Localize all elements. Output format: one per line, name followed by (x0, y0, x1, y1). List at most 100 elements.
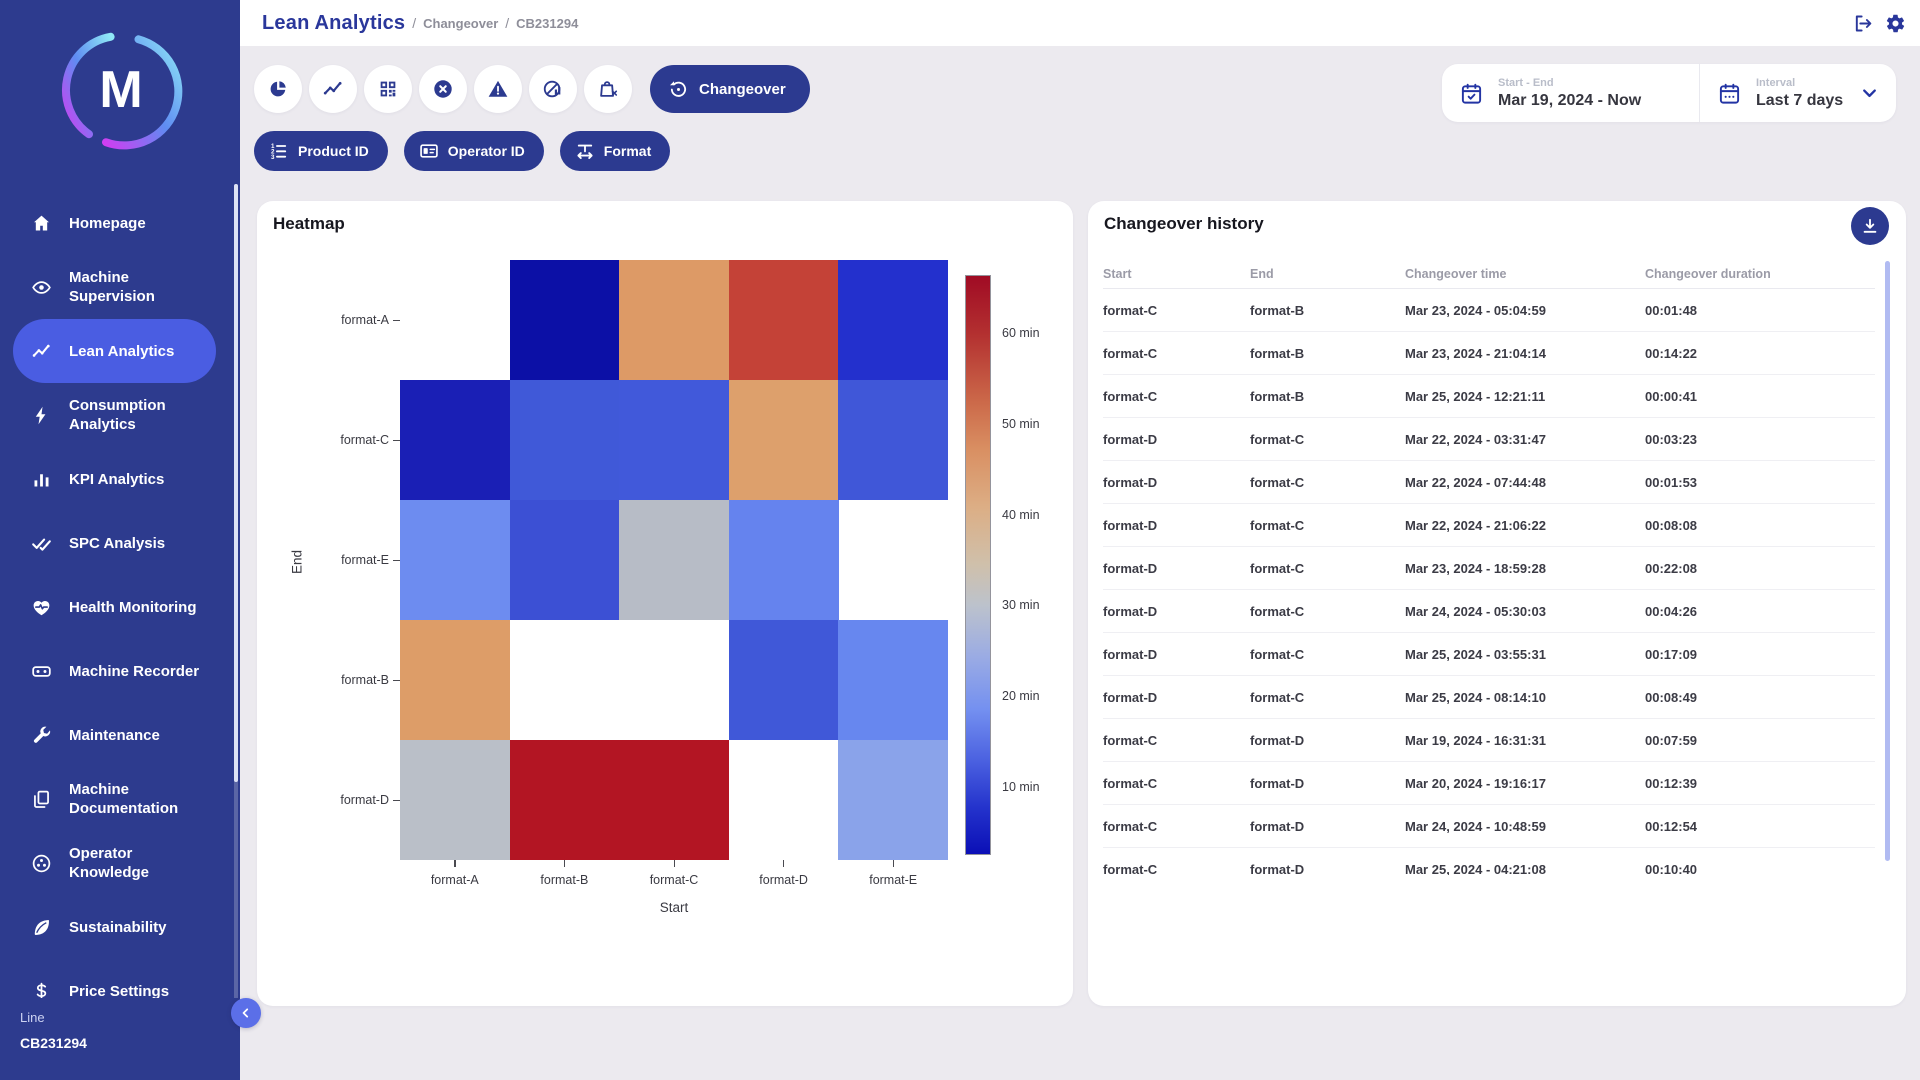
sidebar-item-kpi-analytics[interactable]: KPI Analytics (13, 447, 216, 511)
sidebar-collapse-button[interactable] (231, 998, 261, 1028)
home-icon (31, 213, 52, 234)
heatmap-cell[interactable] (728, 620, 839, 740)
table-row[interactable]: format-C format-B Mar 23, 2024 - 05:04:59 0… (1103, 289, 1875, 332)
sidebar-item-lean-analytics[interactable]: Lean Analytics (13, 319, 216, 383)
heatmap-cell[interactable] (400, 620, 511, 740)
sidebar-item-machine-supervision[interactable]: Machine Supervision (13, 255, 216, 319)
heatmap-y-tick-label: format-E (341, 553, 389, 567)
sidebar-item-machine-recorder[interactable]: Machine Recorder (13, 639, 216, 703)
heatmap-cell[interactable] (838, 620, 949, 740)
breadcrumb-separator: / (505, 15, 510, 31)
heatmap-cell[interactable] (509, 260, 620, 380)
active-view-changeover-button[interactable]: Changeover (650, 65, 810, 113)
sidebar-item-sustainability[interactable]: Sustainability (13, 895, 216, 959)
sidebar-item-label: Operator Knowledge (69, 845, 150, 881)
cell-changeover-duration: 00:07:59 (1645, 732, 1698, 748)
table-row[interactable]: format-D format-C Mar 25, 2024 - 03:55:31 0… (1103, 633, 1875, 676)
cell-changeover-duration: 00:01:48 (1645, 302, 1698, 318)
sidebar-item-price-settings[interactable]: Price Settings (13, 959, 216, 1000)
empty-orders-view-button[interactable] (584, 65, 632, 113)
sidebar-item-consumption-analytics[interactable]: Consumption Analytics (13, 383, 216, 447)
table-row[interactable]: format-D format-C Mar 22, 2024 - 03:31:47 0… (1103, 418, 1875, 461)
breadcrumb-line-id[interactable]: CB231294 (516, 15, 579, 31)
interval-select[interactable]: Interval Last 7 days (1700, 64, 1896, 122)
heatmap-cell[interactable] (838, 380, 949, 500)
active-view-label: Changeover (699, 80, 786, 98)
heatmap-cell[interactable] (509, 740, 620, 860)
heatmap-cell[interactable] (619, 740, 730, 860)
heatmap-card: Heatmap format-A format-C format-E format-B… (257, 201, 1073, 1006)
heatmap-cell[interactable] (400, 740, 511, 860)
heatmap-cell[interactable] (838, 740, 949, 860)
table-row[interactable]: format-D format-C Mar 25, 2024 - 08:14:10 0… (1103, 676, 1875, 719)
heatmap-cell[interactable] (728, 380, 839, 500)
pie-chart-view-button[interactable] (254, 65, 302, 113)
sidebar-item-homepage[interactable]: Homepage (13, 191, 216, 255)
heatmap-cell[interactable] (728, 260, 839, 380)
heatmap-cell[interactable] (509, 500, 620, 620)
colorbar-tick-label: 30 min (1002, 598, 1040, 613)
trend-icon (322, 78, 344, 100)
heatmap-cell[interactable] (838, 260, 949, 380)
table-row[interactable]: format-C format-D Mar 19, 2024 - 16:31:31 0… (1103, 719, 1875, 762)
sidebar-item-health-monitoring[interactable]: Health Monitoring (13, 575, 216, 639)
format-icon (575, 141, 595, 161)
table-row[interactable]: format-D format-C Mar 23, 2024 - 18:59:28 0… (1103, 547, 1875, 590)
table-row[interactable]: format-C format-D Mar 20, 2024 - 19:16:17 0… (1103, 762, 1875, 805)
cell-changeover-time: Mar 24, 2024 - 10:48:59 (1405, 818, 1546, 834)
no-production-view-button[interactable] (529, 65, 577, 113)
colorbar-tick-label: 50 min (1002, 416, 1040, 431)
sidebar-scrollbar-thumb[interactable] (233, 184, 238, 782)
sidebar-item-spc-analysis[interactable]: SPC Analysis (13, 511, 216, 575)
cell-start: format-D (1103, 603, 1158, 619)
cell-end: format-C (1250, 646, 1305, 662)
svg-text:2: 2 (271, 148, 275, 155)
filter-label: Operator ID (447, 143, 525, 159)
sidebar-item-machine-documentation[interactable]: Machine Documentation (13, 767, 216, 831)
product-id-filter-button[interactable]: 1 2 3 Product ID (254, 131, 388, 171)
format-filter-button[interactable]: Format (559, 131, 671, 171)
table-row[interactable]: format-C format-B Mar 25, 2024 - 12:21:11 0… (1103, 375, 1875, 418)
table-row[interactable]: format-D format-C Mar 22, 2024 - 07:44:48 0… (1103, 461, 1875, 504)
cell-end: format-C (1250, 560, 1305, 576)
heatmap-cell[interactable] (728, 500, 839, 620)
alerts-view-button[interactable] (474, 65, 522, 113)
changeover-history-title: Changeover history (1104, 214, 1264, 233)
trend-view-button[interactable] (309, 65, 357, 113)
table-row[interactable]: format-D format-C Mar 24, 2024 - 05:30:03 0… (1103, 590, 1875, 633)
sidebar-item-label: KPI Analytics (69, 470, 165, 488)
heatmap-cell[interactable] (619, 500, 730, 620)
table-row[interactable]: format-C format-D Mar 25, 2024 - 04:21:08 0… (1103, 848, 1875, 876)
stops-view-button[interactable] (419, 65, 467, 113)
logout-button[interactable] (1852, 13, 1873, 34)
download-button[interactable] (1851, 207, 1889, 245)
date-range-picker[interactable]: Start - End Mar 19, 2024 - Now (1442, 64, 1700, 122)
heatmap-cell[interactable] (400, 500, 511, 620)
date-range-value: Mar 19, 2024 - Now (1498, 91, 1642, 109)
table-row[interactable]: format-C format-B Mar 23, 2024 - 21:04:14 0… (1103, 332, 1875, 375)
sidebar-item-operator-knowledge[interactable]: Operator Knowledge (13, 831, 216, 895)
cell-end: format-B (1250, 302, 1305, 318)
column-header-changeover-time: Changeover time (1405, 266, 1507, 281)
heatmap-cell[interactable] (400, 380, 511, 500)
heatmap-cell[interactable] (509, 380, 620, 500)
operator-id-filter-button[interactable]: Operator ID (403, 131, 544, 171)
cell-start: format-D (1103, 517, 1158, 533)
logo-ring (62, 32, 183, 150)
heatmap-x-tick-label: format-A (430, 873, 479, 887)
heatmap-cell[interactable] (619, 260, 730, 380)
svg-text:3: 3 (271, 154, 275, 161)
sidebar-item-maintenance[interactable]: Maintenance (13, 703, 216, 767)
sidebar-item-label: Sustainability (69, 918, 167, 936)
heatmap-cell[interactable] (619, 380, 730, 500)
table-row[interactable]: format-C format-D Mar 24, 2024 - 10:48:59 0… (1103, 805, 1875, 848)
table-scrollbar[interactable] (1885, 261, 1890, 861)
sidebar-item-label: Consumption Analytics (69, 397, 166, 433)
breadcrumb-changeover[interactable]: Changeover (423, 15, 499, 31)
settings-button[interactable] (1885, 13, 1906, 34)
qr-code-view-button[interactable] (364, 65, 412, 113)
table-row[interactable]: format-D format-C Mar 22, 2024 - 21:06:22 0… (1103, 504, 1875, 547)
sidebar-item-label: Lean Analytics (69, 342, 175, 360)
cell-end: format-B (1250, 388, 1305, 404)
